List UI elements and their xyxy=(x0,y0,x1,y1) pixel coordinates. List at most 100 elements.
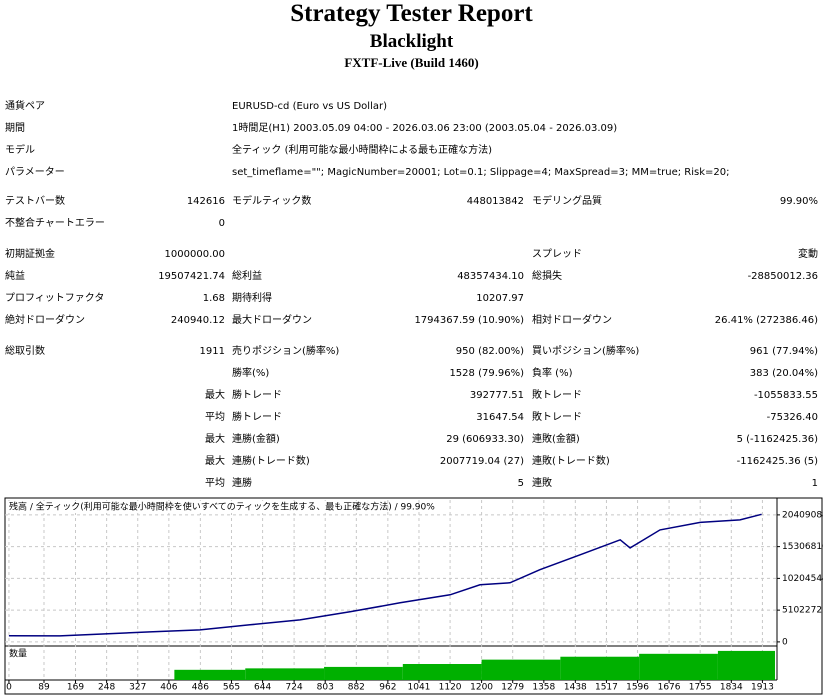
x-tick-label: 1913 xyxy=(751,683,774,693)
x-tick-label: 1120 xyxy=(439,683,462,693)
cell-label: 総利益 xyxy=(232,271,262,282)
volume-bar xyxy=(639,653,718,680)
volume-bar xyxy=(324,666,403,680)
cell-label: 買いポジション(勝率%) xyxy=(532,346,640,357)
cell-value: 1 xyxy=(811,478,818,489)
cell-value: 392777.51 xyxy=(469,390,524,401)
cell-value: 240940.12 xyxy=(170,315,225,326)
x-tick-label: 962 xyxy=(379,683,396,693)
cell-value: 5 xyxy=(517,478,524,489)
cell-label: EURUSD-cd (Euro vs US Dollar) xyxy=(232,101,387,112)
cell-label: テストバー数 xyxy=(5,196,65,207)
x-tick-label: 882 xyxy=(348,683,365,693)
x-tick-label: 89 xyxy=(38,683,50,693)
cell-label: 初期証拠金 xyxy=(5,249,55,260)
x-tick-label: 169 xyxy=(67,683,84,693)
cell-label: 全ティック (利用可能な最小時間枠による最も正確な方法) xyxy=(232,145,493,156)
cell-label: 期間 xyxy=(5,123,25,134)
cell-label: 最大ドローダウン xyxy=(232,315,312,326)
volume-bar xyxy=(245,668,325,680)
cell-label: set_timeflame=""; MagicNumber=20001; Lot… xyxy=(232,167,730,178)
cell-value: -75326.40 xyxy=(766,412,818,423)
cell-label: 相対ドローダウン xyxy=(532,315,612,326)
y-tick-label: 10204544 xyxy=(782,574,823,584)
cell-label: 勝トレード xyxy=(232,390,282,401)
x-tick-label: 1755 xyxy=(689,683,712,693)
cell-value: 2007719.04 (27) xyxy=(439,456,524,467)
cell-label: 勝トレード xyxy=(232,412,282,423)
volume-bar xyxy=(402,664,482,680)
cell-label: 期待利得 xyxy=(232,293,272,304)
cell-label: モデルティック数 xyxy=(232,196,312,207)
cell-value: 1794367.59 (10.90%) xyxy=(414,315,524,326)
cell-label: 連敗 xyxy=(532,478,552,489)
cell-value: 19507421.74 xyxy=(158,271,225,282)
y-tick-label: 0 xyxy=(782,637,788,647)
cell-value: 142616 xyxy=(186,196,225,207)
chart-frame xyxy=(4,497,823,695)
cell-value: 48357434.10 xyxy=(457,271,524,282)
cell-label: 絶対ドローダウン xyxy=(5,315,85,326)
balance-line xyxy=(8,513,762,637)
volume-bar xyxy=(717,650,775,680)
cell-value: 31647.54 xyxy=(476,412,524,423)
cell-label: 敗トレード xyxy=(532,412,582,423)
y-tick-label: 15306816 xyxy=(782,542,823,552)
x-tick-label: 644 xyxy=(254,683,271,693)
cell-value: 950 (82.00%) xyxy=(455,346,524,357)
cell-label: 連敗(トレード数) xyxy=(532,456,610,467)
cell-label: モデル xyxy=(5,145,35,156)
cell-label: パラメーター xyxy=(5,167,65,178)
panel-title: 数量 xyxy=(9,648,27,660)
cell-value: 1000000.00 xyxy=(164,249,225,260)
report-build: FXTF-Live (Build 1460) xyxy=(344,55,479,70)
cell-label: 連勝(金額) xyxy=(232,434,280,445)
cell-label: 勝率(%) xyxy=(232,368,270,379)
x-tick-label: 1358 xyxy=(532,683,555,693)
title-bg xyxy=(7,501,387,513)
report-subtitle: Blacklight xyxy=(369,31,454,52)
cell-value: 1.68 xyxy=(202,293,225,304)
x-tick-label: 1596 xyxy=(626,683,649,693)
cell-label: 連勝(トレード数) xyxy=(232,456,310,467)
cell-label: 不整合チャートエラー xyxy=(5,218,105,229)
cell-label: 敗トレード xyxy=(532,390,582,401)
cell-value: 1911 xyxy=(199,346,225,357)
volume-bar xyxy=(481,659,561,680)
cell-value: 26.41% (272386.46) xyxy=(714,315,818,326)
cell-value: 10207.97 xyxy=(476,293,524,304)
x-tick-label: 327 xyxy=(129,683,146,693)
y-tick-label: 20409088 xyxy=(782,510,823,520)
cell-value: 448013842 xyxy=(466,196,524,207)
chart-title: 残高 / 全ティック(利用可能な最小時間枠を使いすべてのティックを生成する、最も… xyxy=(9,501,435,513)
x-tick-label: 406 xyxy=(160,683,177,693)
cell-label: 純益 xyxy=(5,271,25,282)
title-bg xyxy=(7,649,31,660)
cell-value: 5 (-1162425.36) xyxy=(736,434,818,445)
cell-value: 平均 xyxy=(205,412,225,423)
report-title: Strategy Tester Report xyxy=(290,0,533,27)
cell-label: 負率 (%) xyxy=(532,368,573,379)
x-tick-label: 1676 xyxy=(658,683,681,693)
cell-label: モデリング品質 xyxy=(532,196,602,207)
cell-value: 29 (606933.30) xyxy=(446,434,524,445)
cell-value: 最大 xyxy=(205,456,225,467)
cell-label: 1時間足(H1) 2003.05.09 04:00 - 2026.03.06 2… xyxy=(232,123,618,134)
cell-label: 連敗(金額) xyxy=(532,434,580,445)
x-tick-label: 1517 xyxy=(595,683,618,693)
cell-value: 0 xyxy=(218,218,225,229)
y-tick-label: 5102272 xyxy=(782,606,822,616)
x-tick-label: 724 xyxy=(286,683,303,693)
cell-value: 平均 xyxy=(205,478,225,489)
cell-value: 最大 xyxy=(205,390,225,401)
x-tick-label: 1279 xyxy=(501,683,524,693)
x-tick-label: 1041 xyxy=(408,683,431,693)
volume-bar xyxy=(560,656,640,680)
cell-label: 通貨ペア xyxy=(5,101,45,112)
x-tick-label: 1438 xyxy=(564,683,587,693)
volume-bar xyxy=(174,669,246,680)
cell-value: -1055833.55 xyxy=(753,390,818,401)
cell-value: -28850012.36 xyxy=(747,271,818,282)
cell-label: 総取引数 xyxy=(5,346,45,357)
